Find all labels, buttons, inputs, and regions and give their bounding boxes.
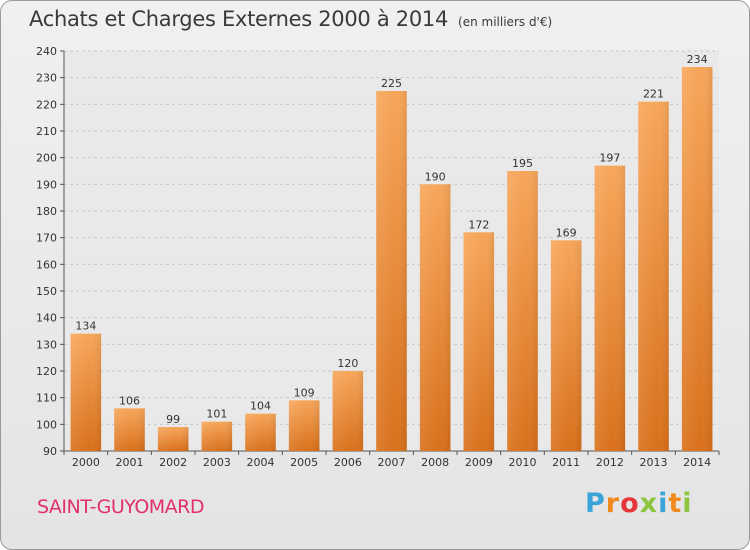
logo-letter: i — [658, 488, 669, 519]
x-tick-label: 2011 — [552, 456, 580, 469]
y-tick-label: 240 — [36, 45, 57, 58]
x-tick-label: 2012 — [596, 456, 624, 469]
data-label: 134 — [75, 320, 96, 333]
logo-letter: i — [682, 488, 693, 519]
y-tick-label: 140 — [36, 312, 57, 325]
logo-letter: o — [620, 488, 640, 519]
data-label: 169 — [556, 226, 577, 239]
axis-layer: 90 100 110 120 130 140 150 160 170 180 190 200 210 22… — [36, 45, 720, 469]
bar-shade — [681, 67, 713, 451]
bar-layer — [70, 67, 713, 452]
bar-shade — [157, 427, 189, 451]
data-label: 234 — [687, 53, 708, 66]
data-label: 101 — [206, 408, 227, 421]
chart-subtitle: (en milliers d'€) — [458, 15, 553, 29]
x-tick-label: 2010 — [509, 456, 537, 469]
bar-shade — [70, 333, 102, 451]
data-label: 190 — [425, 170, 446, 183]
x-tick-label: 2008 — [421, 456, 449, 469]
x-tick-label: 2003 — [203, 456, 231, 469]
bar-shade — [638, 101, 669, 452]
logo-letter: P — [585, 488, 606, 519]
y-tick-label: 170 — [36, 232, 57, 245]
data-label: 221 — [643, 88, 664, 101]
y-tick-label: 110 — [36, 392, 57, 405]
data-label: 106 — [119, 394, 140, 407]
bar-shade — [463, 232, 495, 451]
x-tick-label: 2000 — [72, 456, 100, 469]
bar-shade — [245, 413, 276, 451]
data-label: 172 — [468, 218, 489, 231]
x-tick-label: 2007 — [378, 456, 406, 469]
bar-shade — [550, 240, 582, 451]
y-tick-label: 100 — [36, 418, 57, 431]
y-tick-label: 120 — [36, 365, 57, 378]
bar-shade — [201, 421, 233, 451]
title-row: Achats et Charges Externes 2000 à 2014 (e… — [29, 7, 552, 31]
logo-letter: x — [639, 488, 659, 519]
x-tick-label: 2013 — [640, 456, 668, 469]
commune-name: SAINT-GUYOMARD — [37, 496, 205, 518]
bar-shade — [332, 371, 364, 451]
y-tick-label: 200 — [36, 152, 57, 165]
data-label: 197 — [599, 152, 620, 165]
logo-letter: r — [605, 488, 621, 519]
y-tick-label: 130 — [36, 338, 57, 351]
bar-shade — [507, 171, 538, 451]
data-label: 104 — [250, 400, 271, 413]
data-label: 99 — [166, 413, 180, 426]
data-label: 195 — [512, 157, 533, 170]
y-tick-label: 210 — [36, 125, 57, 138]
y-tick-label: 90 — [43, 445, 57, 458]
x-tick-label: 2004 — [247, 456, 275, 469]
bar-shade — [594, 165, 626, 451]
data-label: 109 — [294, 386, 315, 399]
x-tick-label: 2014 — [683, 456, 711, 469]
y-tick-label: 220 — [36, 98, 57, 111]
x-tick-label: 2009 — [465, 456, 493, 469]
y-tick-label: 180 — [36, 205, 57, 218]
x-tick-label: 2001 — [116, 456, 144, 469]
proxiti-logo: Proxiti — [585, 488, 693, 519]
data-label: 120 — [337, 357, 358, 370]
x-tick-label: 2006 — [334, 456, 362, 469]
y-tick-label: 190 — [36, 178, 57, 191]
bar-shade — [288, 400, 320, 451]
x-tick-label: 2002 — [159, 456, 187, 469]
label-layer: 134 106 99 101 104 109 120 225 190 172 195 169 197 22… — [75, 53, 707, 426]
logo-letter: t — [668, 488, 683, 519]
bar-shade — [419, 184, 451, 452]
y-tick-label: 160 — [36, 258, 57, 271]
chart-title: Achats et Charges Externes 2000 à 2014 — [29, 7, 449, 31]
y-tick-label: 230 — [36, 72, 57, 85]
x-tick-label: 2005 — [290, 456, 318, 469]
y-tick-label: 150 — [36, 285, 57, 298]
bar-shade — [114, 408, 145, 451]
data-label: 225 — [381, 77, 402, 90]
bar-shade — [376, 91, 407, 451]
